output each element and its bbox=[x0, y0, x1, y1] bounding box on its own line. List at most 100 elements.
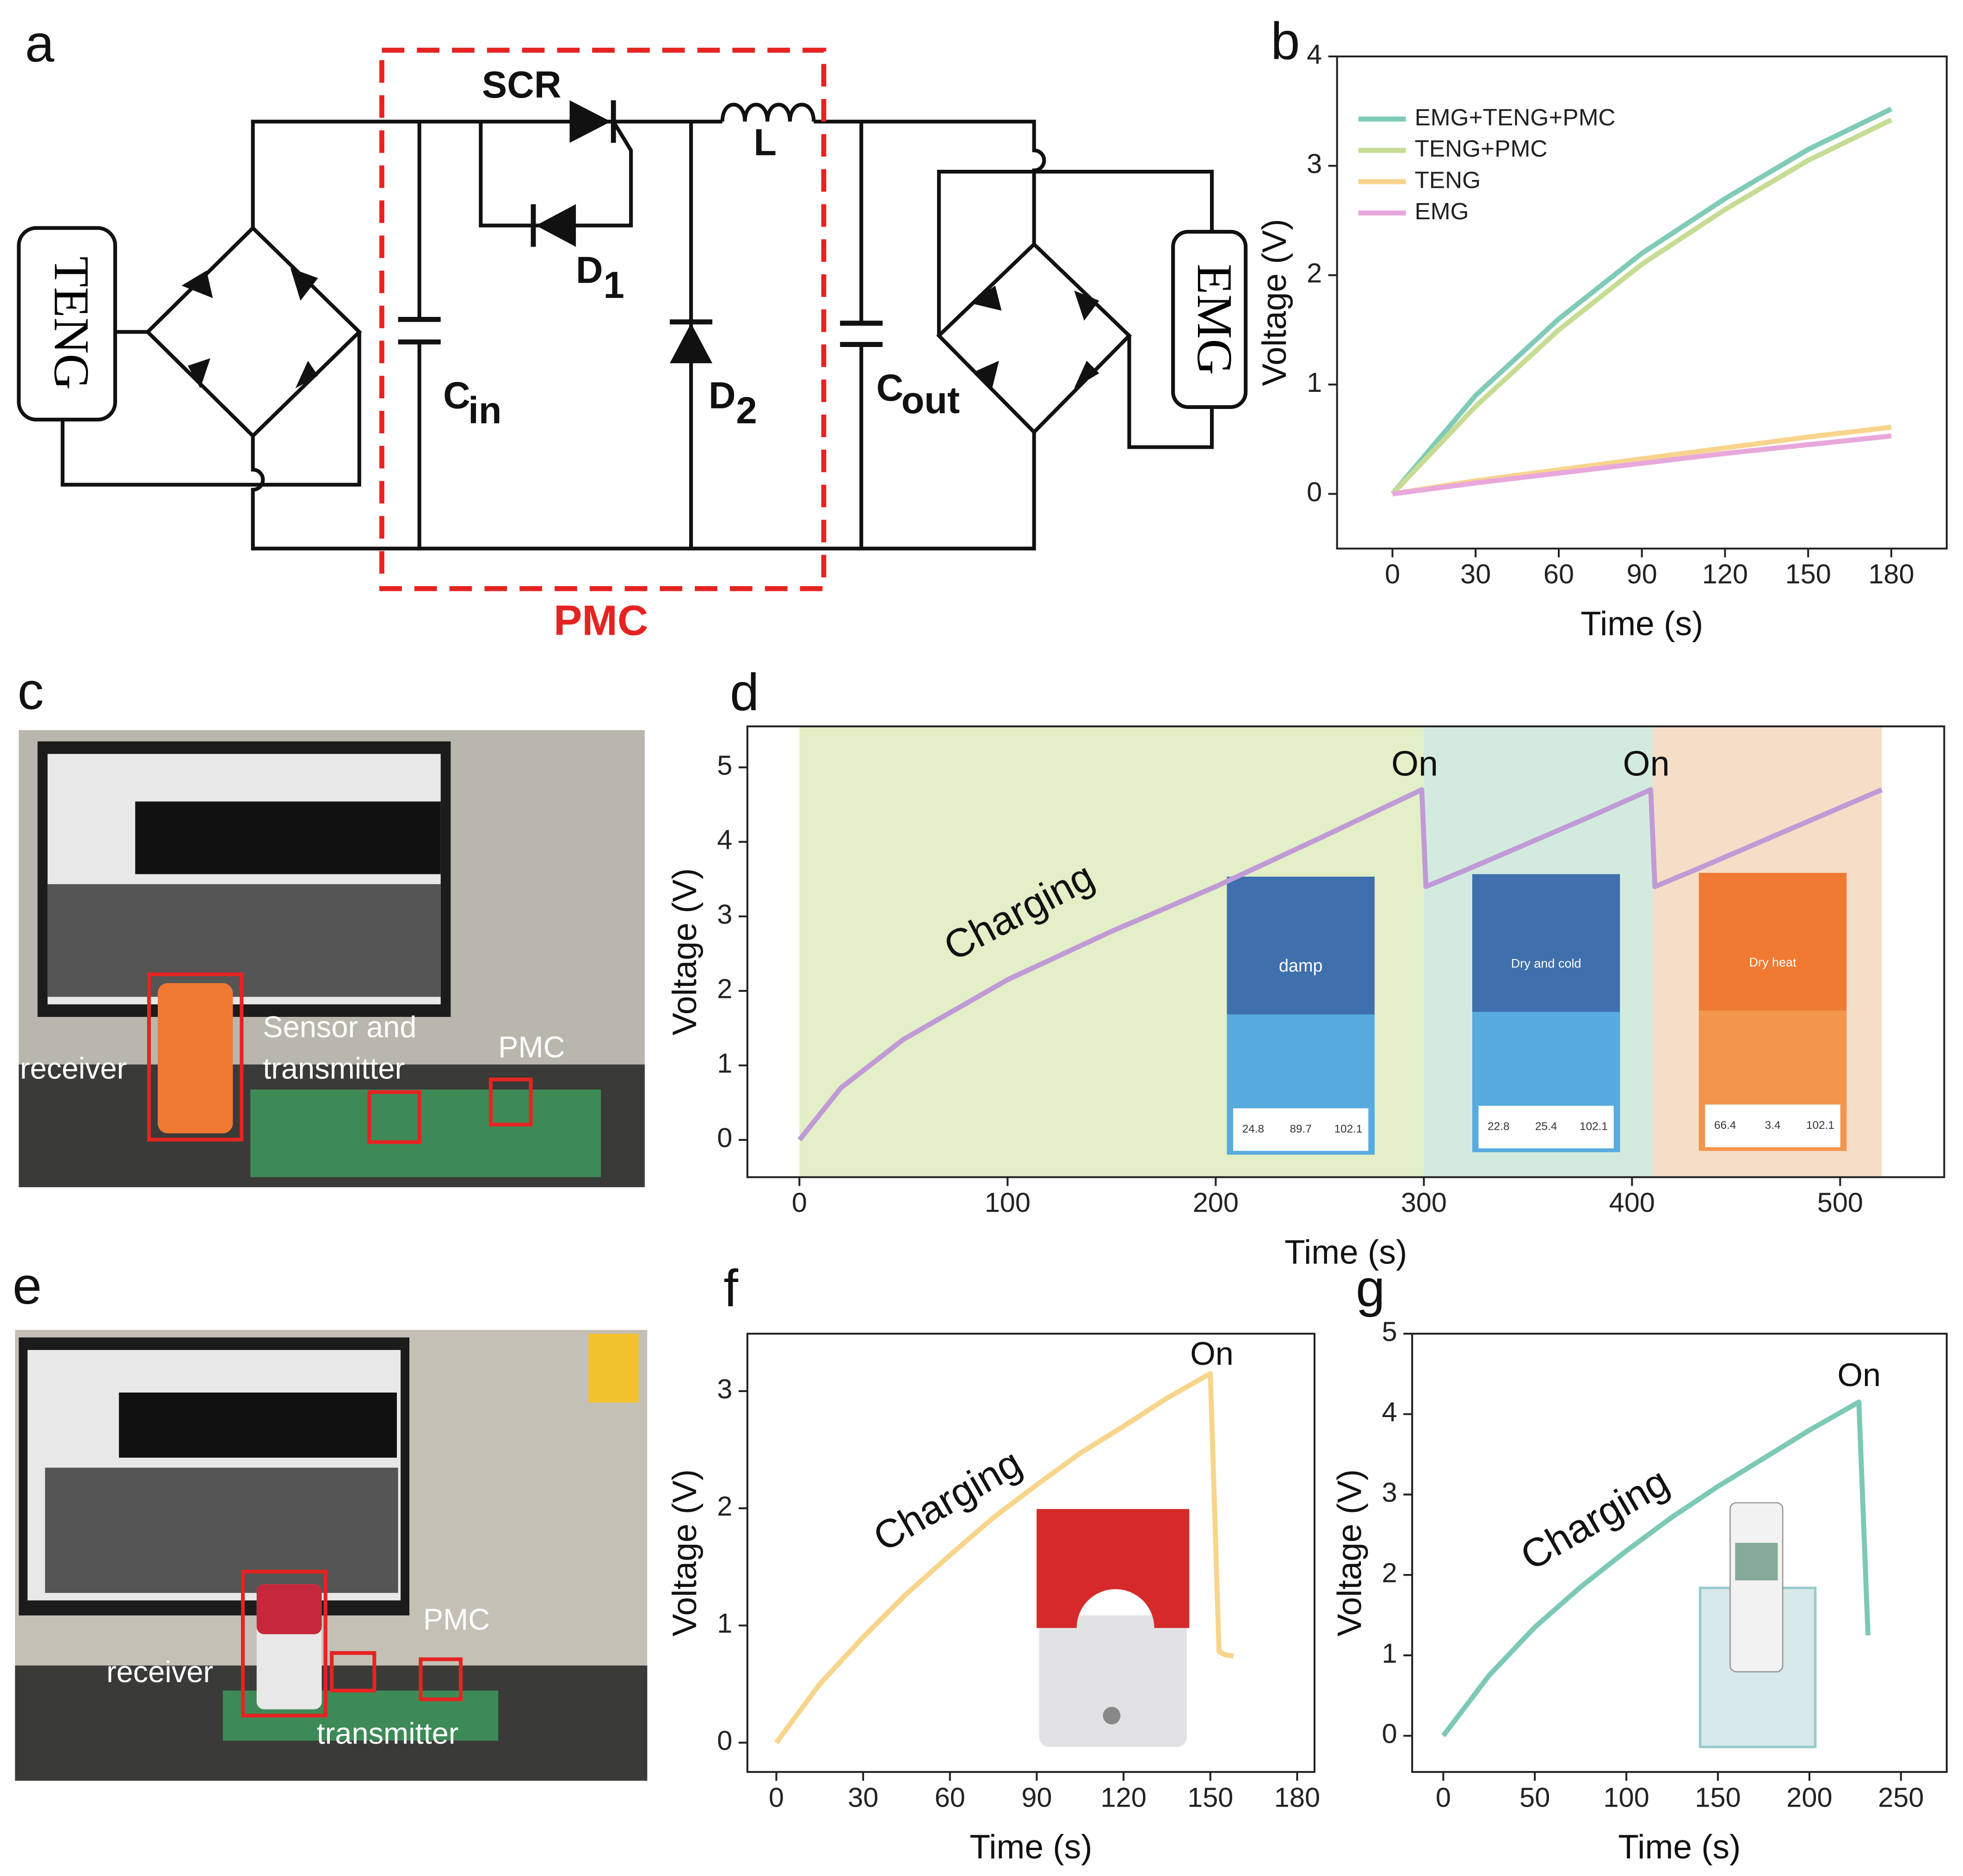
inset-reading: 24.8 bbox=[1242, 1123, 1264, 1135]
circuit: a TENG EMG PMC SCR L D 1 C in D 2 C out bbox=[17, 14, 1248, 644]
inset-reading: 89.7 bbox=[1290, 1123, 1311, 1135]
legend-label: TENG+PMC bbox=[1414, 135, 1547, 162]
inset-reading: 102.1 bbox=[1806, 1119, 1834, 1132]
emg-label: EMG bbox=[1187, 264, 1242, 375]
panel-label: g bbox=[1356, 1259, 1385, 1318]
x-axis-title: Time (s) bbox=[1618, 1828, 1741, 1866]
panel-label: a bbox=[25, 14, 55, 73]
y-tick-label: 3 bbox=[717, 899, 732, 930]
y-tick-label: 1 bbox=[1307, 367, 1322, 398]
panel-label: e bbox=[12, 1257, 42, 1315]
photo-c: c receiver Sensor and transmitter PMC bbox=[18, 662, 645, 1188]
x-tick-label: 60 bbox=[935, 1782, 965, 1813]
x-axis-title: Time (s) bbox=[969, 1828, 1092, 1866]
x-tick-label: 30 bbox=[1460, 558, 1491, 589]
x-tick-label: 150 bbox=[1187, 1782, 1233, 1813]
inset-reading: 102.1 bbox=[1580, 1121, 1608, 1133]
x-tick-label: 120 bbox=[1702, 558, 1748, 589]
plot-frame bbox=[1411, 1332, 1948, 1773]
y-axis-title: Voltage (V) bbox=[666, 1469, 704, 1636]
x-tick-label: 0 bbox=[1385, 558, 1400, 589]
phone-inset: Dry heat 66.4 3.4 102.1 bbox=[1698, 873, 1847, 1151]
legend-label: TENG bbox=[1414, 166, 1481, 193]
x-tick-label: 100 bbox=[1604, 1782, 1649, 1813]
tester-inset bbox=[1698, 1502, 1817, 1748]
x-tick-label: 120 bbox=[1100, 1782, 1146, 1813]
bridge-diodes bbox=[181, 268, 1099, 391]
cin-label: C bbox=[443, 375, 470, 416]
x-tick-label: 30 bbox=[848, 1782, 878, 1813]
inset-status: damp bbox=[1279, 956, 1323, 976]
scr bbox=[569, 100, 611, 143]
photo-label: receiver bbox=[106, 1655, 213, 1689]
x-tick-label: 200 bbox=[1786, 1782, 1832, 1813]
l-label: L bbox=[753, 122, 777, 164]
cout-sub: out bbox=[901, 380, 960, 421]
x-tick-label: 0 bbox=[1436, 1782, 1451, 1813]
pmc-box bbox=[379, 48, 827, 591]
y-tick-label: 5 bbox=[1382, 1316, 1397, 1347]
wires bbox=[61, 119, 1214, 551]
photo-label: transmitter bbox=[317, 1716, 459, 1750]
inset-status: Dry and cold bbox=[1511, 956, 1581, 970]
x-tick-label: 300 bbox=[1401, 1187, 1447, 1218]
cout-label: C bbox=[877, 367, 904, 409]
x-tick-label: 150 bbox=[1785, 558, 1831, 589]
alarm-inset bbox=[1037, 1509, 1190, 1747]
photo-label: transmitter bbox=[263, 1052, 405, 1085]
annotation: On bbox=[1391, 744, 1438, 784]
reading-card bbox=[1233, 1108, 1369, 1151]
y-axis-title: Voltage (V) bbox=[666, 868, 704, 1035]
x-tick-label: 200 bbox=[1193, 1187, 1239, 1218]
phone-inset: Dry and cold 22.8 25.4 102.1 bbox=[1472, 874, 1620, 1152]
y-tick-label: 4 bbox=[1307, 39, 1322, 70]
photo-label: receiver bbox=[20, 1052, 127, 1085]
inset-reading: 25.4 bbox=[1535, 1121, 1557, 1133]
legend-label: EMG+TENG+PMC bbox=[1414, 104, 1615, 130]
pmc-label: PMC bbox=[554, 596, 648, 644]
series-line bbox=[1441, 1399, 1871, 1738]
d1-label: D bbox=[576, 250, 603, 291]
reading-card bbox=[1705, 1104, 1840, 1147]
inductor bbox=[720, 103, 816, 122]
x-tick-label: 0 bbox=[769, 1782, 784, 1813]
x-axis-title: Time (s) bbox=[1580, 605, 1703, 643]
cin-sub: in bbox=[468, 390, 501, 432]
y-tick-label: 2 bbox=[1382, 1557, 1397, 1588]
y-tick-label: 1 bbox=[717, 1048, 732, 1079]
x-tick-label: 150 bbox=[1695, 1782, 1741, 1813]
annotation: Charging bbox=[1513, 1459, 1676, 1579]
inset-reading: 102.1 bbox=[1334, 1123, 1363, 1135]
y-tick-label: 4 bbox=[1382, 1396, 1397, 1427]
x-tick-label: 100 bbox=[985, 1187, 1031, 1218]
x-tick-label: 0 bbox=[792, 1187, 807, 1218]
reading-card bbox=[1478, 1106, 1614, 1149]
annotation: On bbox=[1623, 744, 1670, 784]
panel-label: b bbox=[1271, 12, 1300, 71]
y-tick-label: 4 bbox=[717, 824, 732, 855]
photo-e: e receiver PMC transmitter bbox=[12, 1257, 648, 1781]
y-tick-label: 2 bbox=[717, 973, 732, 1004]
x-tick-label: 400 bbox=[1609, 1187, 1655, 1218]
series-line bbox=[797, 787, 1883, 1142]
inset-status: Dry heat bbox=[1749, 955, 1796, 969]
x-tick-label: 180 bbox=[1274, 1782, 1320, 1813]
x-tick-label: 250 bbox=[1878, 1782, 1924, 1813]
plot-frame bbox=[746, 725, 1945, 1178]
y-tick-label: 2 bbox=[1307, 258, 1322, 289]
d2-sub: 2 bbox=[736, 390, 757, 432]
scr-label: SCR bbox=[482, 64, 561, 106]
y-tick-label: 0 bbox=[1307, 476, 1322, 507]
y-tick-label: 3 bbox=[1307, 148, 1322, 179]
y-tick-label: 0 bbox=[717, 1725, 732, 1756]
x-tick-label: 60 bbox=[1543, 558, 1574, 589]
panel-label: c bbox=[18, 662, 44, 720]
y-tick-label: 1 bbox=[717, 1608, 732, 1639]
series-line bbox=[1390, 118, 1893, 496]
x-tick-label: 50 bbox=[1519, 1782, 1550, 1813]
y-tick-label: 0 bbox=[717, 1122, 732, 1153]
y-axis-title: Voltage (V) bbox=[1331, 1469, 1368, 1636]
annotation: Charging bbox=[866, 1440, 1029, 1560]
d1-sub: 1 bbox=[604, 265, 624, 306]
